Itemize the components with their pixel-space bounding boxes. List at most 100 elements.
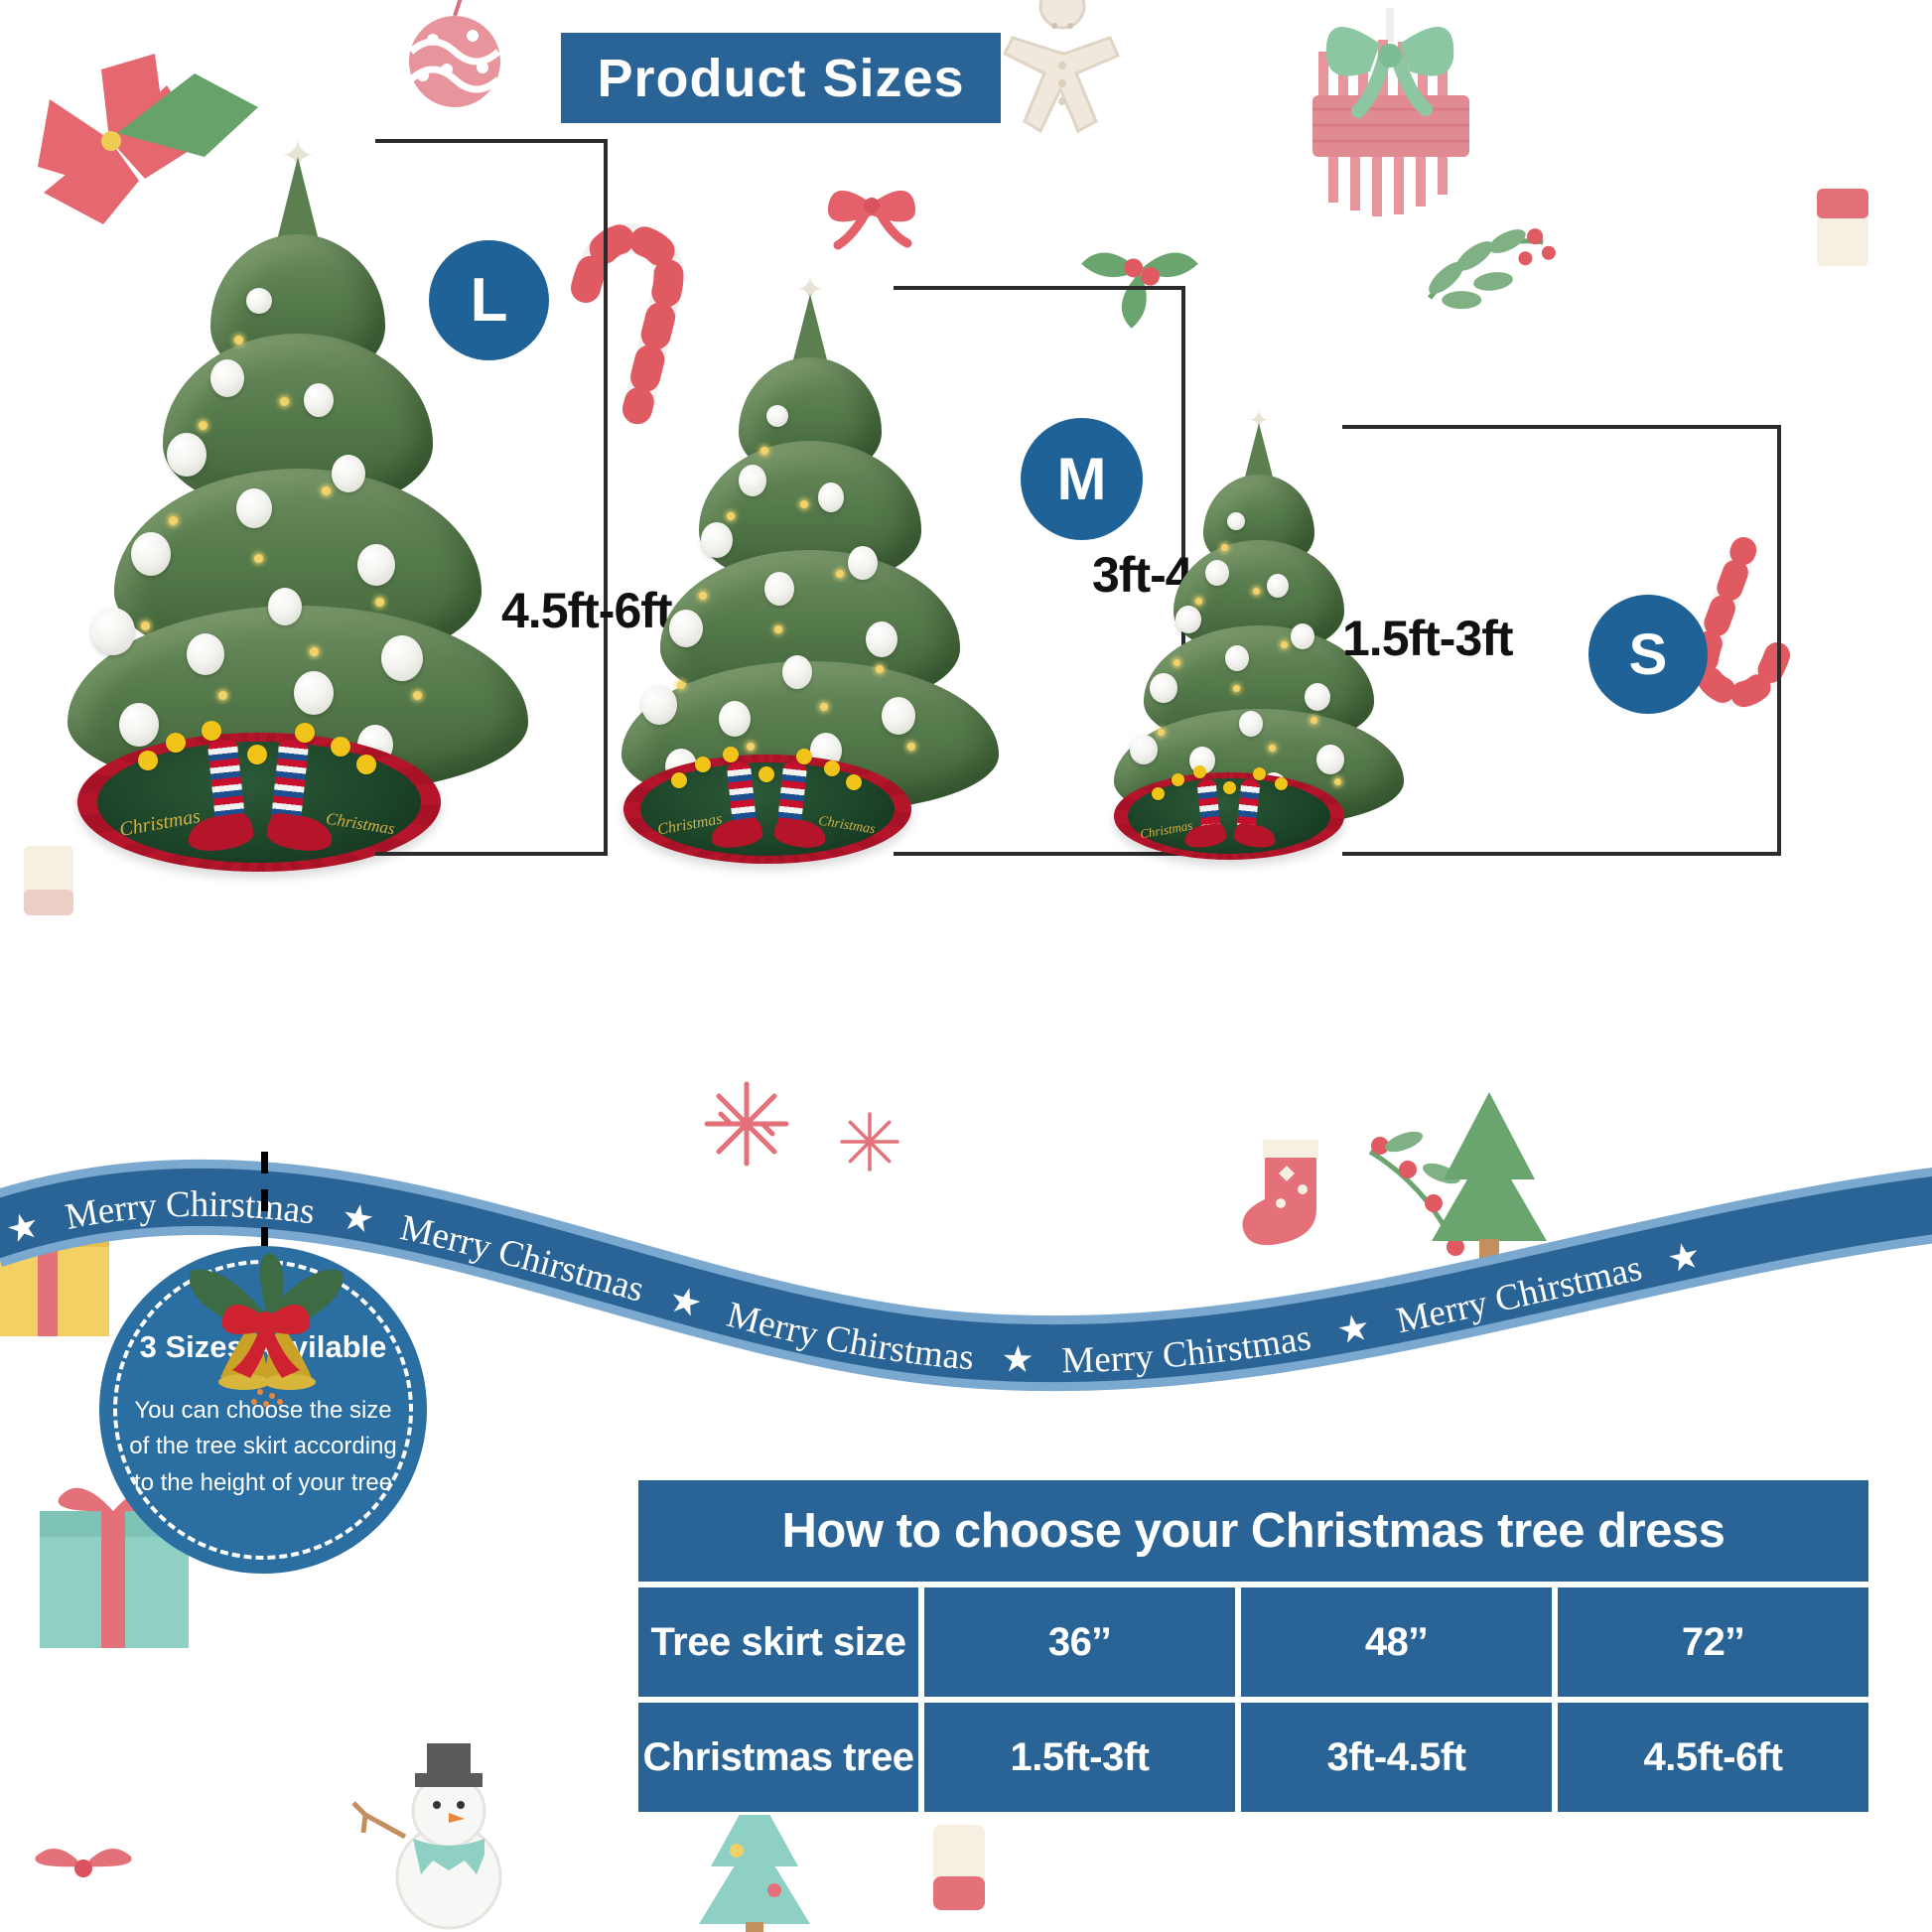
elf-shoe	[1232, 822, 1278, 850]
tree-ornament	[1227, 512, 1245, 530]
size-badge-large: L	[429, 240, 549, 360]
tree-light	[1253, 588, 1260, 595]
size-table: How to choose your Christmas tree dress …	[635, 1477, 1871, 1815]
table-cell: 3ft-4.5ft	[1238, 1700, 1555, 1815]
info-circle-body: You can choose the size of the tree skir…	[129, 1397, 397, 1496]
tree-skirt-medium: Christmas Christmas	[623, 747, 911, 864]
elf-pompom	[695, 757, 711, 772]
tree-light	[413, 691, 422, 700]
table-cell: 48’’	[1238, 1585, 1555, 1700]
tree-ornament	[1305, 683, 1330, 711]
tree-light	[254, 554, 263, 563]
table-cell: 1.5ft-3ft	[921, 1700, 1238, 1815]
tree-ornament	[641, 685, 677, 725]
size-badge-label: S	[1628, 621, 1668, 687]
tree-light	[375, 598, 384, 607]
tree-light	[747, 743, 755, 751]
size-badge-label: L	[470, 266, 508, 335]
tree-light	[699, 592, 707, 600]
size-badge-small: S	[1588, 595, 1708, 714]
tree-light	[218, 691, 227, 700]
dimension-tick-small-top	[1342, 425, 1779, 429]
tree-ornament	[357, 544, 395, 586]
tree-ornament	[764, 572, 794, 606]
table-cell: 4.5ft-6ft	[1555, 1700, 1871, 1815]
tree-light	[727, 512, 735, 520]
merry-christmas-ribbon: ★ Merry Chirstmas ★ Merry Chirstmas ★ Me…	[0, 1127, 1932, 1415]
tree-ornament	[1205, 560, 1229, 586]
elf-pompom	[796, 749, 812, 764]
tree-ornament	[1316, 745, 1344, 774]
ribbon-star-2: ★	[664, 1279, 707, 1326]
tree-light	[1311, 717, 1317, 724]
elf-pompom	[1223, 781, 1236, 794]
tree-light	[1334, 778, 1341, 785]
tree-skirt-large: Christmas Christmas	[77, 721, 441, 872]
elf-shoe	[772, 816, 828, 851]
table-cell: 36’’	[921, 1585, 1238, 1700]
tree-ornament	[1267, 574, 1289, 598]
ribbon-star-1: ★	[339, 1196, 378, 1242]
tree-light	[234, 336, 243, 345]
elf-pompom	[166, 733, 186, 753]
tree-light	[677, 681, 685, 689]
tree-ornament	[1225, 645, 1249, 671]
tree-light	[760, 447, 768, 455]
tree-light	[1158, 729, 1165, 736]
tree-ornament	[167, 433, 207, 477]
elf-pompom	[356, 755, 376, 774]
tree-ornament	[1239, 711, 1263, 737]
tree-ornament	[719, 701, 751, 737]
ribbon-star-3: ★	[1001, 1339, 1035, 1381]
tree-light	[907, 743, 915, 751]
tree-ornament	[236, 488, 272, 528]
table-row-head: Christmas tree	[635, 1700, 921, 1815]
tree-light	[1233, 685, 1240, 692]
tree-ornament	[1175, 606, 1201, 633]
tree-ornament	[782, 655, 812, 689]
tree-medium: ✦	[616, 271, 1005, 836]
ribbon-star-4: ★	[1334, 1307, 1374, 1352]
elf-pompom	[202, 721, 221, 741]
tree-ornament	[766, 405, 788, 427]
tree-light	[1173, 659, 1180, 666]
tree-light	[876, 665, 884, 673]
tree-light	[1221, 544, 1228, 551]
dimension-tick-large-top	[375, 139, 606, 143]
tree-ornament	[294, 671, 334, 715]
elf-legs-small	[1152, 765, 1288, 857]
tree-light	[199, 421, 207, 430]
elf-pompom	[1253, 767, 1266, 780]
elf-pompom	[247, 745, 267, 764]
size-badge-label: M	[1056, 446, 1107, 512]
elf-legs-large	[138, 721, 376, 866]
dimension-label-large: 4.5ft-6ft	[501, 583, 673, 638]
dimension-line-small	[1777, 425, 1781, 856]
tree-light	[1195, 598, 1202, 605]
tree-large: ✦	[60, 132, 536, 826]
tree-ornament	[119, 703, 159, 747]
dashed-connector	[261, 1152, 268, 1271]
tree-light	[322, 486, 331, 495]
tree-light	[1281, 641, 1288, 648]
elf-pompom	[846, 774, 862, 790]
dimension-label-small: 1.5ft-3ft	[1342, 611, 1514, 666]
tree-ornament	[1130, 735, 1158, 764]
dimension-tick-medium-bottom	[894, 852, 1183, 856]
size-badge-medium: M	[1021, 418, 1143, 540]
tree-light	[774, 625, 782, 633]
tree-ornament	[1150, 673, 1177, 703]
elf-pompom	[1275, 777, 1288, 790]
tree-ornament	[669, 610, 703, 647]
dimension-tick-small-bottom	[1342, 852, 1779, 856]
table-row-head: Tree skirt size	[635, 1585, 921, 1700]
tree-light	[836, 570, 844, 578]
tree-ornament	[1291, 623, 1314, 649]
tree-ornament	[701, 522, 733, 558]
dimension-tick-medium-top	[894, 286, 1183, 290]
tree-ornament	[818, 483, 844, 512]
elf-shoe	[709, 816, 764, 851]
tree-ornament	[848, 546, 878, 580]
elf-shoe	[1182, 822, 1228, 850]
